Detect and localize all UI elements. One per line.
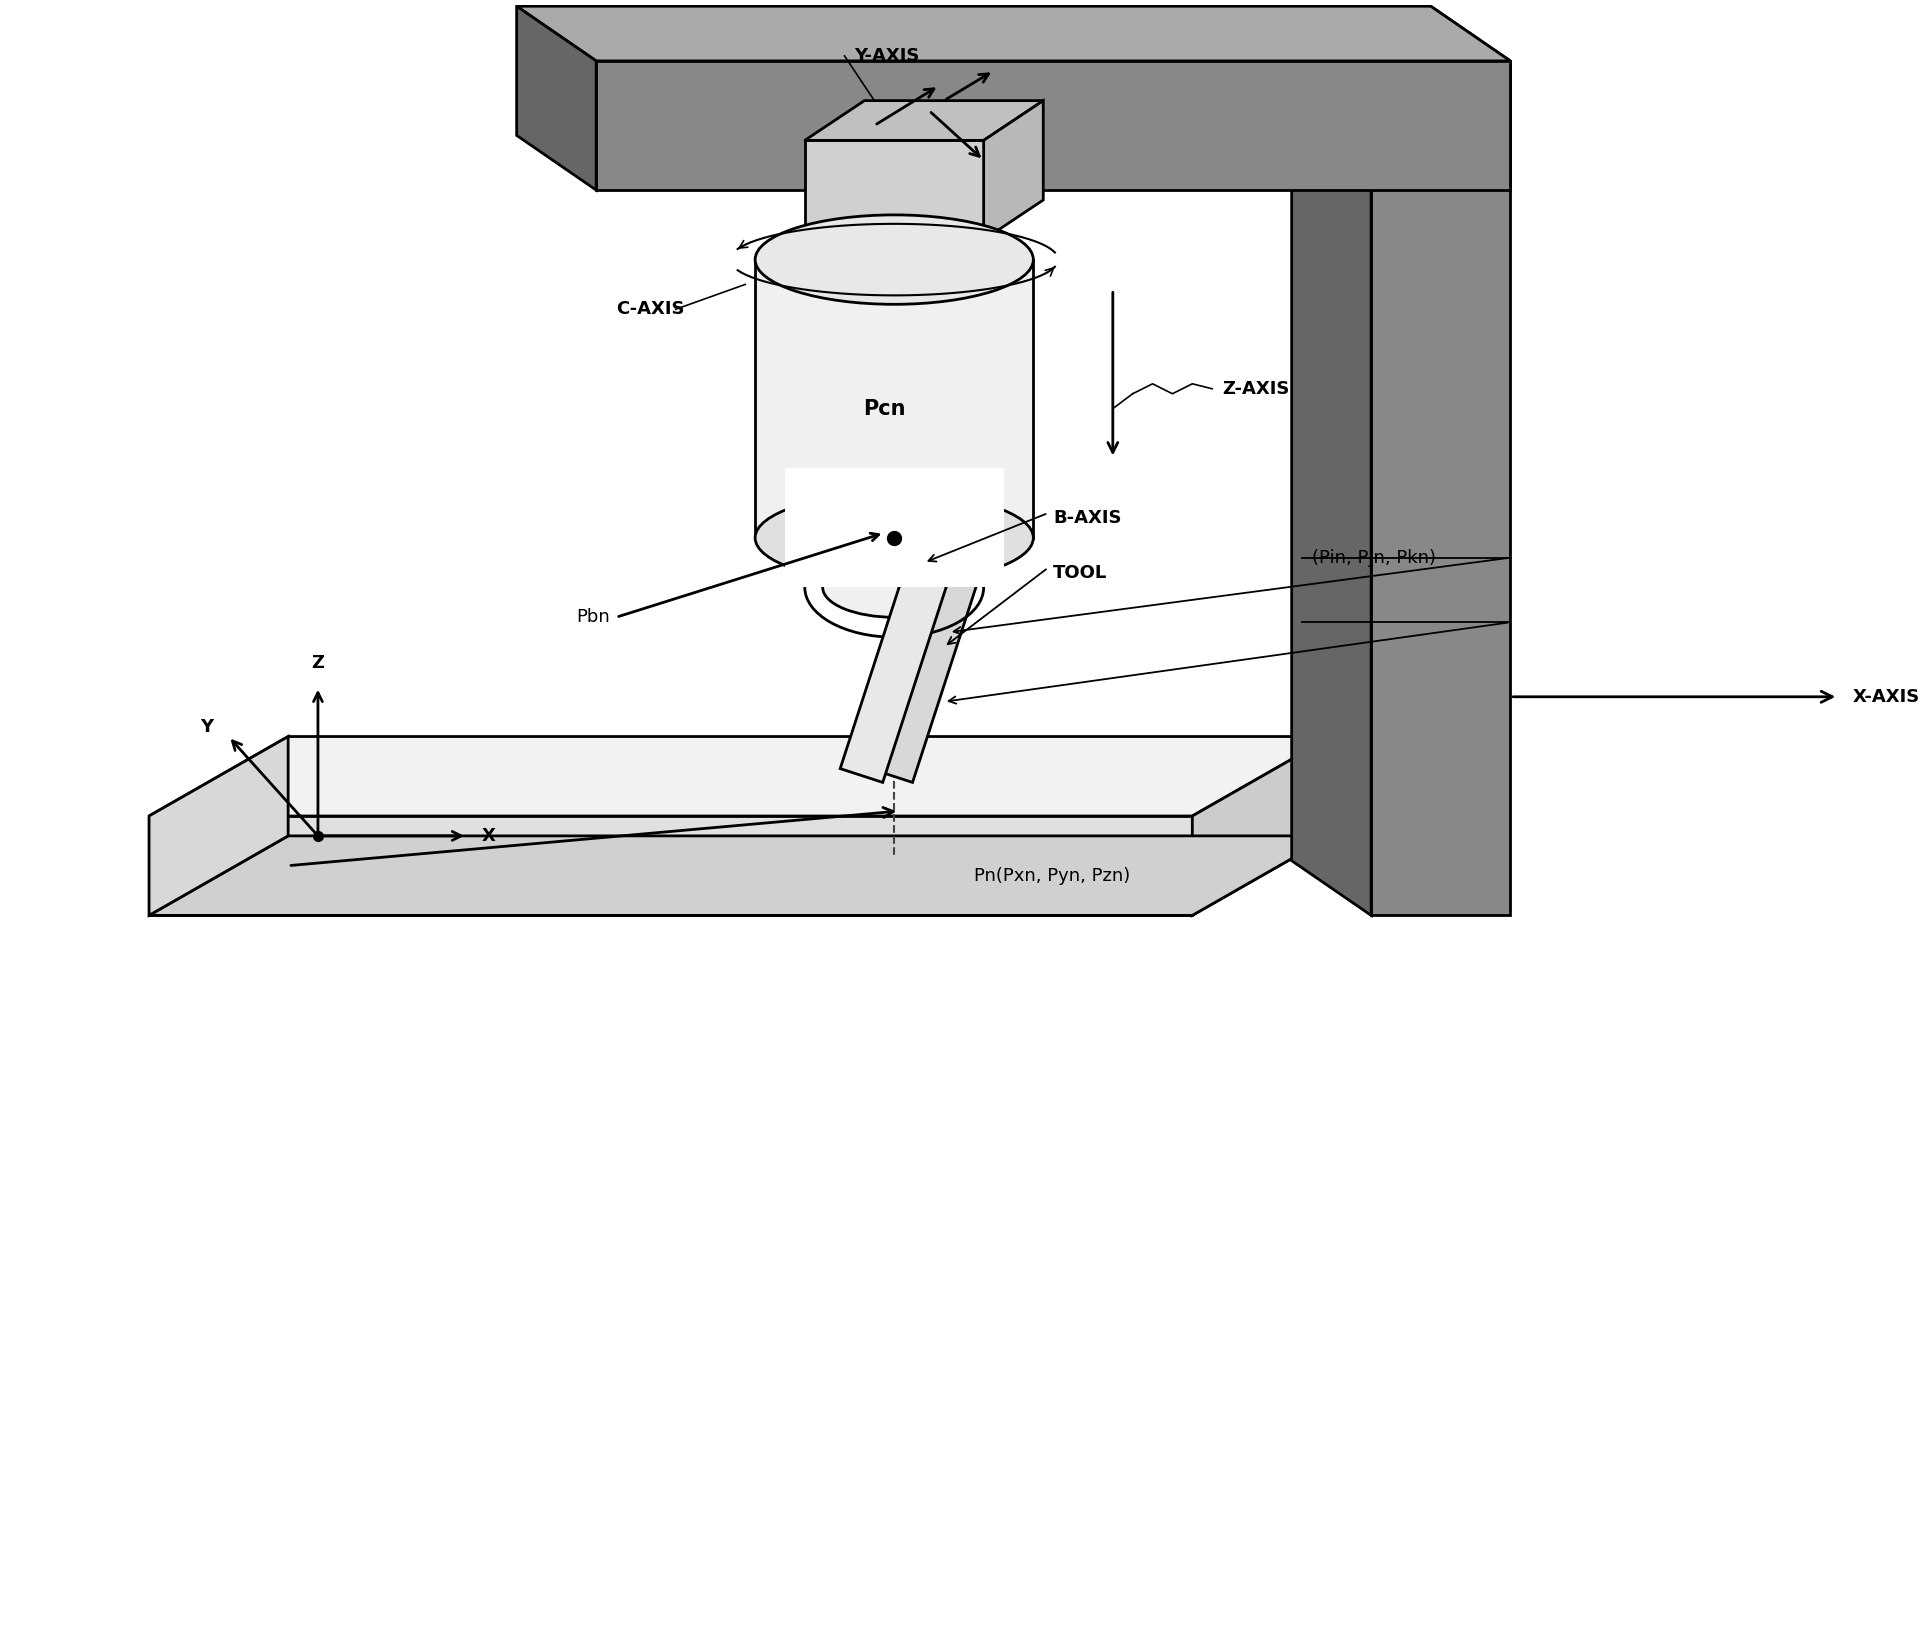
Polygon shape	[1370, 61, 1511, 916]
Polygon shape	[517, 7, 1511, 61]
Polygon shape	[1291, 7, 1370, 916]
Polygon shape	[870, 561, 980, 782]
Ellipse shape	[755, 214, 1033, 304]
Text: Pn(Pxn, Pyn, Pzn): Pn(Pxn, Pyn, Pzn)	[975, 867, 1129, 885]
Ellipse shape	[755, 492, 1033, 582]
Polygon shape	[149, 736, 1332, 816]
Polygon shape	[1291, 7, 1511, 61]
Text: Pcn: Pcn	[863, 399, 905, 419]
Polygon shape	[805, 101, 1044, 141]
Polygon shape	[149, 736, 288, 916]
Ellipse shape	[822, 558, 965, 617]
Polygon shape	[149, 816, 1193, 916]
Text: X: X	[482, 826, 496, 844]
Polygon shape	[517, 7, 596, 190]
Text: Y: Y	[201, 718, 214, 736]
Text: B-AXIS: B-AXIS	[1054, 509, 1121, 527]
Polygon shape	[755, 260, 1033, 538]
Text: X-AXIS: X-AXIS	[1853, 687, 1920, 705]
Polygon shape	[786, 468, 1004, 587]
Text: C-AXIS: C-AXIS	[616, 301, 685, 319]
Text: Pbn: Pbn	[577, 609, 610, 627]
Text: TOOL: TOOL	[1054, 563, 1108, 581]
Text: (Pin, Pjn, Pkn): (Pin, Pjn, Pkn)	[1312, 548, 1436, 566]
Text: Y-AXIS: Y-AXIS	[855, 47, 921, 65]
Text: Z: Z	[311, 654, 324, 672]
Polygon shape	[805, 141, 984, 240]
Polygon shape	[596, 61, 1511, 190]
Polygon shape	[840, 561, 950, 782]
Polygon shape	[984, 101, 1044, 240]
Polygon shape	[149, 836, 1332, 916]
Polygon shape	[1193, 736, 1332, 916]
Text: Z-AXIS: Z-AXIS	[1222, 380, 1289, 398]
